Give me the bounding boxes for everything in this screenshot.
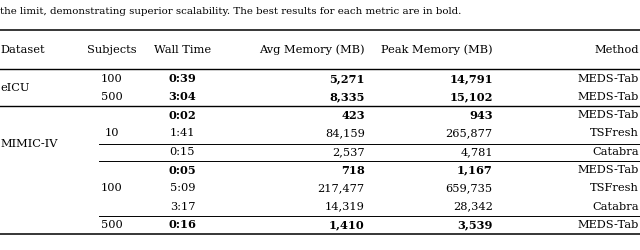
- Text: 265,877: 265,877: [445, 128, 493, 138]
- Text: Subjects: Subjects: [87, 45, 137, 55]
- Text: MEDS-Tab: MEDS-Tab: [577, 74, 639, 84]
- Text: 3,539: 3,539: [458, 219, 493, 230]
- Text: 5,271: 5,271: [330, 73, 365, 84]
- Text: 1,167: 1,167: [457, 164, 493, 175]
- Text: 3:17: 3:17: [170, 202, 195, 211]
- Text: 718: 718: [341, 164, 365, 175]
- Text: 943: 943: [469, 110, 493, 121]
- Text: MEDS-Tab: MEDS-Tab: [577, 220, 639, 230]
- Text: 28,342: 28,342: [453, 202, 493, 211]
- Text: Catabra: Catabra: [592, 202, 639, 211]
- Text: 659,735: 659,735: [445, 183, 493, 193]
- Text: 8,335: 8,335: [330, 92, 365, 102]
- Text: TSFresh: TSFresh: [590, 183, 639, 193]
- Text: 100: 100: [101, 74, 123, 84]
- Text: 0:16: 0:16: [168, 219, 196, 230]
- Text: 100: 100: [101, 183, 123, 193]
- Text: 0:02: 0:02: [168, 110, 196, 121]
- Text: eICU: eICU: [0, 83, 29, 93]
- Text: Catabra: Catabra: [592, 147, 639, 157]
- Text: TSFresh: TSFresh: [590, 128, 639, 138]
- Text: 3:04: 3:04: [168, 92, 196, 102]
- Text: Peak Memory (MB): Peak Memory (MB): [381, 45, 493, 55]
- Text: 1,410: 1,410: [329, 219, 365, 230]
- Text: Avg Memory (MB): Avg Memory (MB): [259, 45, 365, 55]
- Text: 217,477: 217,477: [317, 183, 365, 193]
- Text: MEDS-Tab: MEDS-Tab: [577, 92, 639, 102]
- Text: 0:39: 0:39: [168, 73, 196, 84]
- Text: 423: 423: [341, 110, 365, 121]
- Text: MEDS-Tab: MEDS-Tab: [577, 110, 639, 120]
- Text: 2,537: 2,537: [332, 147, 365, 157]
- Text: 500: 500: [101, 220, 123, 230]
- Text: 14,791: 14,791: [449, 73, 493, 84]
- Text: 84,159: 84,159: [325, 128, 365, 138]
- Text: MIMIC-IV: MIMIC-IV: [0, 139, 58, 149]
- Text: 0:15: 0:15: [170, 147, 195, 157]
- Text: MEDS-Tab: MEDS-Tab: [577, 165, 639, 175]
- Text: 10: 10: [105, 128, 119, 138]
- Text: 5:09: 5:09: [170, 183, 195, 193]
- Text: the limit, demonstrating superior scalability. The best results for each metric : the limit, demonstrating superior scalab…: [0, 8, 461, 16]
- Text: 14,319: 14,319: [325, 202, 365, 211]
- Text: 1:41: 1:41: [170, 128, 195, 138]
- Text: Wall Time: Wall Time: [154, 45, 211, 55]
- Text: 0:05: 0:05: [168, 164, 196, 175]
- Text: Method: Method: [594, 45, 639, 55]
- Text: 4,781: 4,781: [460, 147, 493, 157]
- Text: 500: 500: [101, 92, 123, 102]
- Text: Dataset: Dataset: [0, 45, 45, 55]
- Text: 15,102: 15,102: [449, 92, 493, 102]
